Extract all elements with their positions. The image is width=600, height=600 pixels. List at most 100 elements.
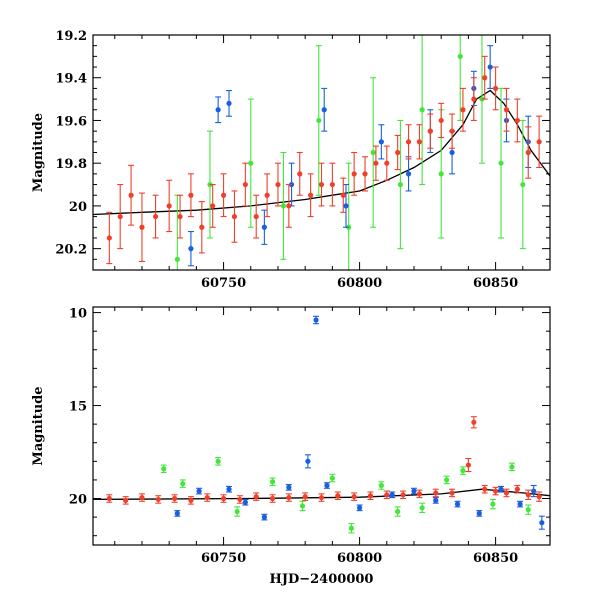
red-data-point	[297, 171, 303, 177]
red-data-point	[449, 128, 455, 134]
red-data-point	[460, 107, 466, 113]
y-tick-label: 20	[69, 200, 87, 215]
red-data-point	[384, 492, 390, 498]
top-y-axis-label: Magnitude	[31, 113, 46, 192]
y-tick-label: 20	[69, 493, 87, 508]
top-axis-ticks	[93, 34, 551, 271]
red-data-point	[188, 192, 194, 198]
red-data-point	[210, 203, 216, 209]
blue-data-point	[215, 107, 221, 113]
red-data-point	[433, 490, 439, 496]
green-data-point	[397, 181, 403, 188]
green-data-point	[174, 256, 180, 262]
blue-data-point	[226, 100, 232, 106]
bottom-x-axis-label: HJD−2400000	[270, 572, 374, 587]
blue-data-point	[411, 488, 417, 494]
red-data-point	[416, 491, 423, 497]
red-data-point	[405, 139, 412, 145]
red-data-point	[536, 494, 542, 500]
red-data-point	[427, 128, 433, 134]
red-data-point	[482, 75, 488, 81]
red-data-point	[373, 160, 379, 166]
red-data-point	[155, 496, 161, 503]
green-data-point	[248, 160, 254, 166]
red-data-point	[525, 149, 531, 156]
top-tick-labels: 60750 60800 60850 19.2 19.4 19.6 19.8 20 20.2	[55, 29, 518, 291]
red-data-point	[199, 224, 205, 230]
red-data-point	[286, 494, 292, 501]
red-data-point	[340, 192, 346, 198]
bottom-panel: 60750 60800 60850 10 15 20 Magnitude HJD−2400…	[31, 306, 551, 587]
bottom-tick-labels: 60750 60800 60850 10 15 20	[69, 307, 518, 566]
green-data-point	[419, 107, 425, 113]
red-data-point	[367, 493, 374, 499]
blue-data-point	[286, 484, 292, 490]
blue-data-point	[174, 510, 180, 516]
green-data-point	[215, 458, 221, 464]
x-tick-label: 60750	[201, 551, 246, 566]
green-data-point	[460, 468, 466, 474]
green-data-point	[180, 481, 186, 487]
red-data-point	[302, 494, 308, 500]
green-data-point	[348, 525, 355, 531]
red-data-point	[123, 497, 129, 503]
red-data-point	[503, 107, 510, 113]
green-data-point	[378, 482, 384, 489]
red-data-point	[514, 117, 520, 124]
red-data-point	[503, 490, 510, 496]
red-data-point	[264, 192, 270, 198]
red-data-point	[139, 494, 145, 501]
red-data-point	[525, 492, 531, 498]
y-tick-label: 19.8	[55, 157, 87, 172]
red-data-point	[482, 486, 488, 492]
x-tick-label: 60750	[201, 276, 246, 291]
blue-data-point	[433, 497, 439, 503]
blue-data-point	[313, 317, 319, 323]
bottom-panel-frame	[92, 306, 551, 546]
red-data-point	[514, 486, 520, 492]
x-tick-label: 60850	[473, 551, 518, 566]
red-data-point	[351, 171, 357, 177]
red-data-point	[231, 213, 238, 220]
red-data-point	[449, 490, 455, 496]
blue-data-point	[242, 499, 248, 505]
red-data-point	[177, 213, 183, 220]
green-data-point	[316, 117, 322, 124]
y-tick-label: 19.2	[55, 29, 87, 44]
red-data-point	[172, 495, 178, 502]
red-data-point	[395, 149, 401, 156]
red-data-point	[318, 181, 325, 188]
green-data-point	[280, 203, 287, 209]
green-data-point	[509, 464, 515, 470]
red-data-point	[253, 213, 259, 220]
red-data-point	[237, 496, 243, 503]
green-data-point	[234, 508, 240, 515]
x-tick-label: 60850	[473, 276, 518, 291]
blue-data-point	[343, 203, 349, 209]
green-data-point	[161, 466, 167, 472]
red-data-point	[384, 160, 390, 166]
red-data-point	[362, 171, 368, 177]
red-data-point	[416, 139, 423, 145]
blue-data-point	[321, 107, 327, 113]
model-curve	[93, 488, 550, 501]
green-data-point	[438, 171, 444, 177]
blue-data-point	[539, 520, 545, 526]
red-data-point	[492, 488, 499, 494]
top-panel: 60750 60800 60850 19.2 19.4 19.6 19.8 20 20.2 Ma…	[31, 29, 551, 291]
green-data-point	[329, 475, 335, 481]
bottom-plot-area	[93, 315, 550, 534]
red-data-point	[220, 192, 227, 198]
x-tick-label: 60800	[337, 276, 382, 291]
green-data-point	[457, 53, 463, 59]
blue-data-point	[305, 458, 311, 464]
blue-data-point	[449, 149, 455, 156]
red-data-point	[253, 494, 259, 500]
red-data-point	[536, 139, 542, 145]
green-data-point	[395, 508, 401, 515]
red-data-point	[492, 85, 499, 92]
red-data-point	[242, 181, 248, 188]
blue-data-point	[324, 482, 330, 489]
blue-data-point	[261, 224, 267, 230]
